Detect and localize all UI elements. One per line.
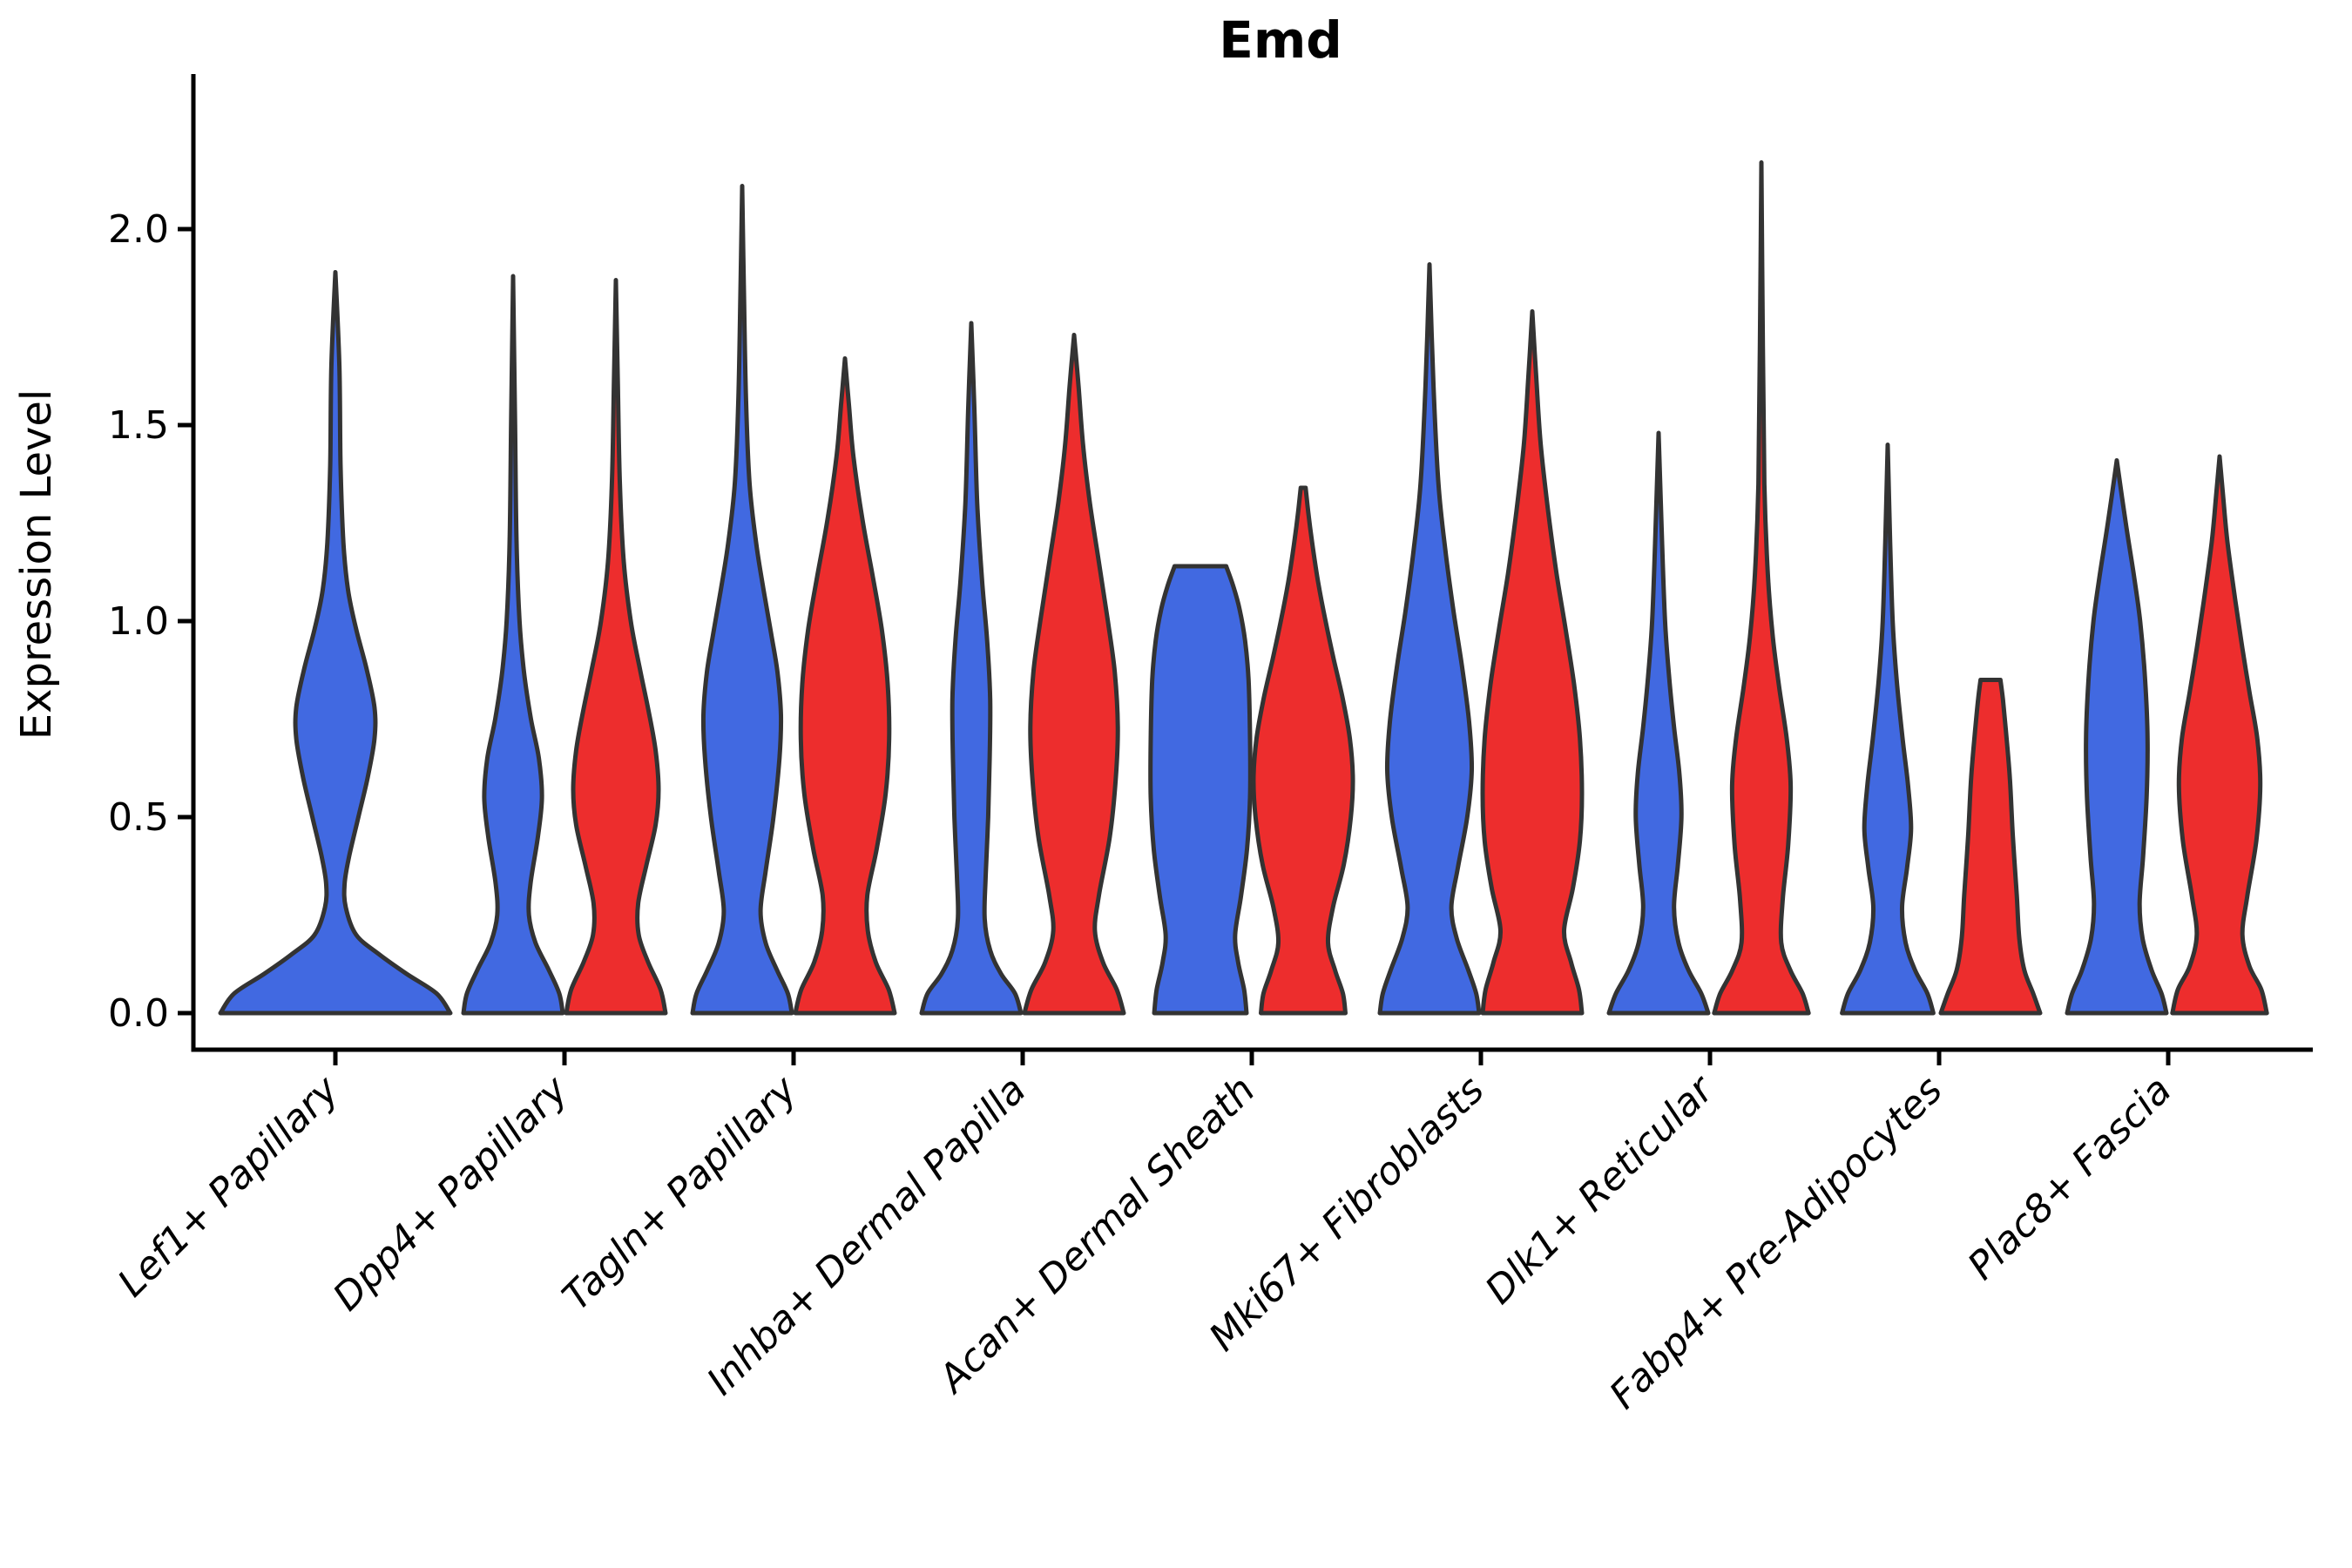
violin-dlk1-reticular-blue (1606, 430, 1711, 1016)
violin-acan-dermal-sheath-red (1251, 485, 1355, 1016)
violin-dpp4-papillary-blue (461, 274, 565, 1016)
violin-fabp4-pre-adipocytes-blue (1840, 443, 1936, 1016)
y-axis-title: Expression Level (12, 389, 61, 740)
violin-dlk1-reticular-red (1712, 160, 1811, 1016)
violin-acan-dermal-sheath-blue (1148, 564, 1253, 1016)
violin-mki67-fibroblasts-blue (1377, 262, 1482, 1016)
violin-tagln-papillary-red (793, 356, 897, 1016)
chart-title: Emd (1219, 10, 1342, 70)
violin-inhba-dermal-papilla-red (1022, 333, 1126, 1016)
y-tick-label: 1.5 (108, 403, 169, 448)
x-tick-label-tagln-papillary: Tagln+ Papillary (554, 1067, 806, 1319)
violin-plac8-fascia-blue (2065, 458, 2169, 1016)
x-tick-label-dlk1-reticular: Dlk1+ Reticular (1477, 1066, 1723, 1313)
x-tick-label-plac8-fascia: Plac8+ Fascia (1959, 1068, 2180, 1288)
violin-mki67-fibroblasts-red (1480, 309, 1585, 1016)
x-tick-label-lef1-papillary: Lef1+ Papillary (110, 1067, 348, 1306)
y-tick-label: 0.0 (108, 991, 169, 1036)
y-tick-label: 2.0 (108, 207, 169, 252)
x-tick-label-dpp4-papillary: Dpp4+ Papillary (325, 1067, 578, 1320)
violin-plac8-fascia-red (2170, 454, 2269, 1016)
y-tick-label: 0.5 (108, 795, 169, 840)
violin-fabp4-pre-adipocytes-red (1938, 678, 2043, 1016)
violins-layer (218, 160, 2269, 1016)
violin-lef1-papillary-blue (218, 270, 453, 1016)
violin-tagln-papillary-blue (690, 184, 794, 1016)
violin-dpp4-papillary-red (564, 278, 668, 1016)
violin-inhba-dermal-papilla-blue (919, 321, 1024, 1016)
y-tick-label: 1.0 (108, 599, 169, 644)
